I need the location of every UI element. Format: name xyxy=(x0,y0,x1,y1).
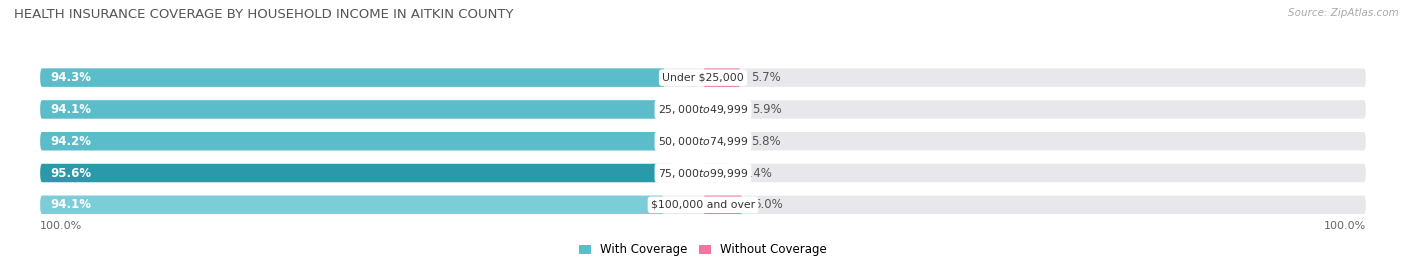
FancyBboxPatch shape xyxy=(703,132,741,150)
Text: 5.7%: 5.7% xyxy=(751,71,780,84)
Text: 6.0%: 6.0% xyxy=(752,198,783,211)
Text: HEALTH INSURANCE COVERAGE BY HOUSEHOLD INCOME IN AITKIN COUNTY: HEALTH INSURANCE COVERAGE BY HOUSEHOLD I… xyxy=(14,8,513,21)
Text: $100,000 and over: $100,000 and over xyxy=(651,200,755,210)
Text: 94.3%: 94.3% xyxy=(51,71,91,84)
Text: 5.8%: 5.8% xyxy=(751,135,780,148)
Text: 100.0%: 100.0% xyxy=(1323,221,1365,231)
Legend: With Coverage, Without Coverage: With Coverage, Without Coverage xyxy=(574,239,832,261)
Text: 100.0%: 100.0% xyxy=(41,221,83,231)
Text: Source: ZipAtlas.com: Source: ZipAtlas.com xyxy=(1288,8,1399,18)
FancyBboxPatch shape xyxy=(41,196,664,214)
FancyBboxPatch shape xyxy=(41,100,1365,119)
FancyBboxPatch shape xyxy=(41,164,673,182)
FancyBboxPatch shape xyxy=(41,196,1365,214)
FancyBboxPatch shape xyxy=(41,100,664,119)
Text: $25,000 to $49,999: $25,000 to $49,999 xyxy=(658,103,748,116)
FancyBboxPatch shape xyxy=(703,68,741,87)
Text: Under $25,000: Under $25,000 xyxy=(662,73,744,83)
FancyBboxPatch shape xyxy=(703,100,742,119)
FancyBboxPatch shape xyxy=(703,164,733,182)
FancyBboxPatch shape xyxy=(41,68,665,87)
Text: 94.2%: 94.2% xyxy=(51,135,91,148)
FancyBboxPatch shape xyxy=(41,68,1365,87)
Text: 94.1%: 94.1% xyxy=(51,198,91,211)
FancyBboxPatch shape xyxy=(41,132,1365,150)
Text: 95.6%: 95.6% xyxy=(51,167,91,179)
FancyBboxPatch shape xyxy=(41,132,665,150)
FancyBboxPatch shape xyxy=(41,164,1365,182)
Text: $50,000 to $74,999: $50,000 to $74,999 xyxy=(658,135,748,148)
FancyBboxPatch shape xyxy=(703,196,742,214)
Text: $75,000 to $99,999: $75,000 to $99,999 xyxy=(658,167,748,179)
Text: 94.1%: 94.1% xyxy=(51,103,91,116)
Text: 4.4%: 4.4% xyxy=(742,167,772,179)
Text: 5.9%: 5.9% xyxy=(752,103,782,116)
